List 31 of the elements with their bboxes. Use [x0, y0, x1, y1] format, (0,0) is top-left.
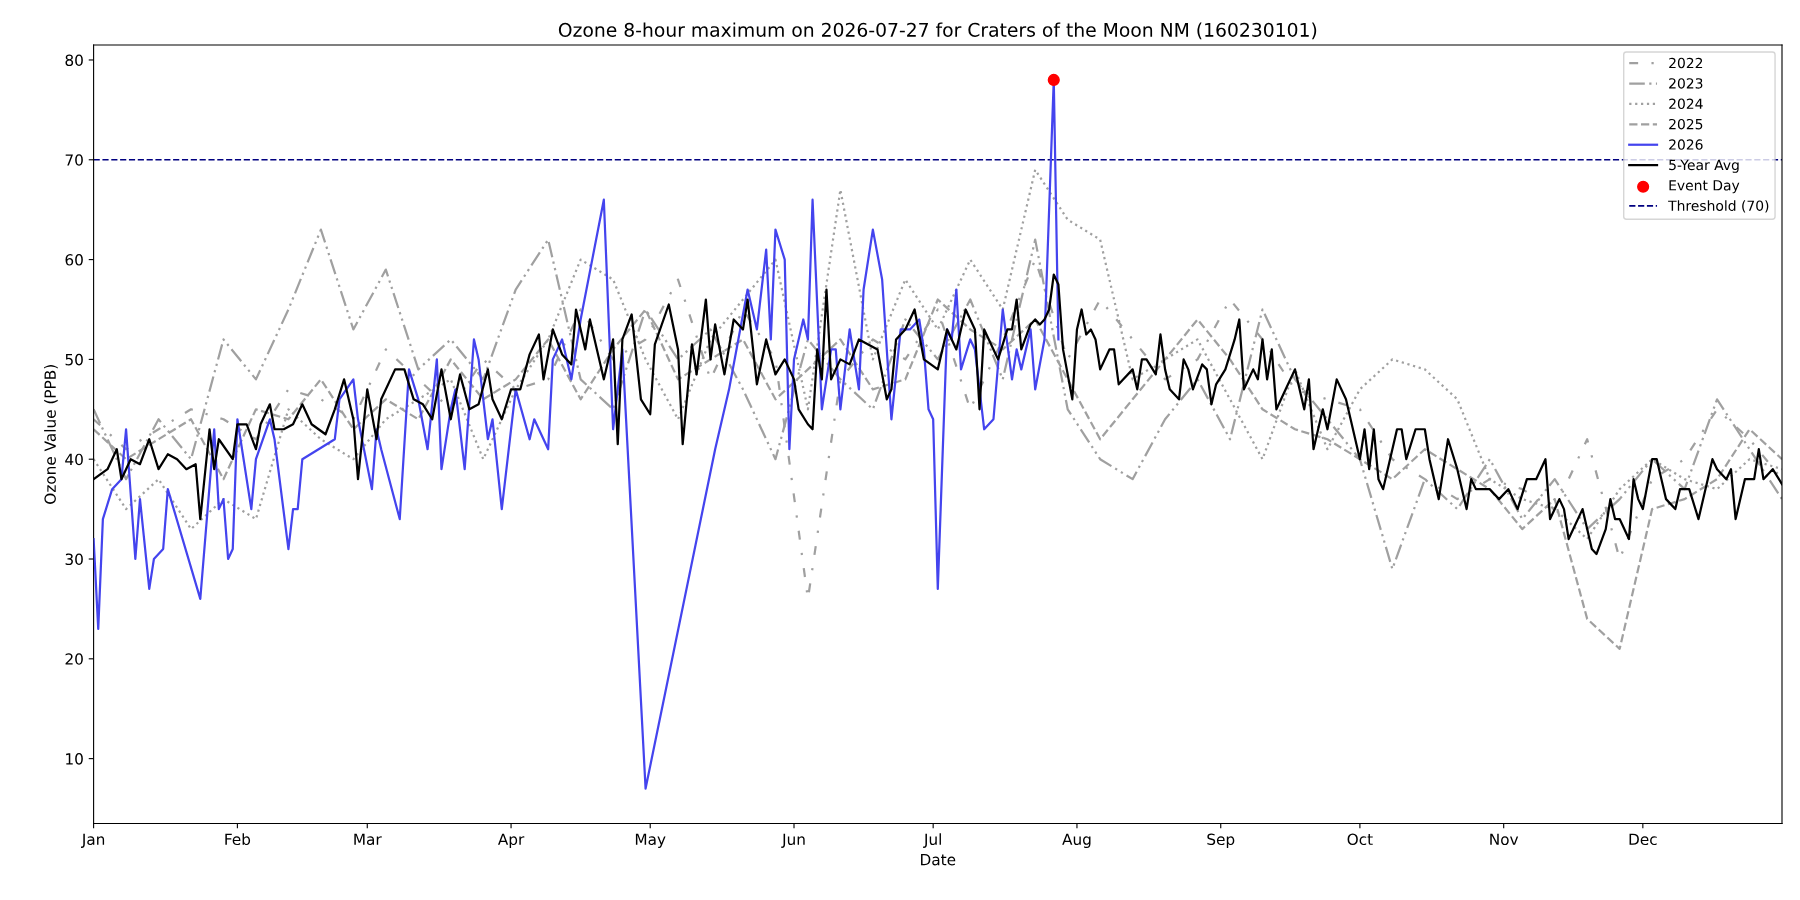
legend-label: 2022: [1669, 57, 1703, 69]
x-tick-label: Aug: [1062, 833, 1091, 849]
y-tick-label: 20: [65, 653, 83, 665]
y-tick-label: 30: [65, 553, 83, 566]
legend-label: Threshold (70): [1668, 200, 1769, 213]
legend-label: 2024: [1669, 98, 1703, 110]
x-tick-label: Nov: [1490, 833, 1519, 846]
x-tick-label: Feb: [225, 833, 251, 846]
x-tick-label: Jan: [81, 833, 105, 848]
y-tick-label: 50: [65, 353, 83, 366]
y-tick-label: 80: [65, 54, 83, 66]
legend-label: 2025: [1669, 118, 1703, 130]
y-tick-label: 40: [65, 453, 83, 466]
x-tick-label: Oct: [1347, 833, 1373, 846]
x-tick-label: Apr: [497, 833, 525, 849]
legend-label: 2023: [1669, 78, 1703, 89]
legend-label: 5-Year Avg: [1669, 159, 1739, 173]
x-tick-label: Dec: [1629, 833, 1657, 846]
y-tick-label: 60: [65, 254, 83, 266]
legend-label: 2026: [1669, 139, 1703, 150]
x-axis-title: Date: [921, 854, 956, 866]
chart-title: Ozone 8-hour maximum on 2026-07-27 for Craters of the Moon NM (160230101): [558, 22, 1317, 40]
x-tick-label: Mar: [354, 833, 382, 846]
y-axis-title: Ozone Value (PPB): [44, 365, 58, 504]
x-tick-label: Sep: [1207, 833, 1235, 849]
x-tick-label: Jul: [923, 833, 941, 848]
y-tick-label: 70: [65, 154, 83, 166]
x-tick-label: Jun: [781, 833, 805, 848]
y-tick-label: 10: [66, 753, 83, 765]
x-tick-label: May: [635, 833, 666, 849]
legend-label: Event Day: [1669, 180, 1740, 194]
